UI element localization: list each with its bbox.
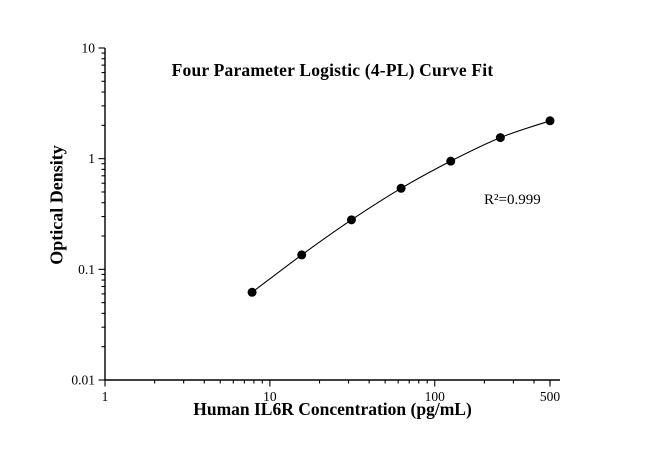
x-tick-label: 10	[263, 389, 277, 404]
x-tick-label: 100	[425, 389, 446, 404]
data-point	[297, 250, 307, 260]
y-tick-label: 0.1	[78, 262, 95, 277]
y-axis-label: Optical Density	[46, 145, 67, 265]
x-tick-label: 500	[540, 389, 561, 404]
data-point	[446, 156, 456, 166]
data-point	[396, 183, 406, 193]
data-point	[346, 215, 356, 225]
y-tick-label: 0.01	[71, 373, 95, 388]
y-tick-label: 10	[82, 41, 96, 56]
data-point	[247, 287, 257, 297]
data-point	[545, 116, 555, 126]
chart-title: Four Parameter Logistic (4-PL) Curve Fit	[171, 60, 494, 80]
r-squared-annotation: R²=0.999	[484, 192, 541, 208]
y-tick-label: 1	[88, 151, 95, 166]
x-axis-label: Human IL6R Concentration (pg/mL)	[193, 399, 472, 419]
x-tick-label: 1	[102, 389, 109, 404]
data-point	[495, 133, 505, 143]
